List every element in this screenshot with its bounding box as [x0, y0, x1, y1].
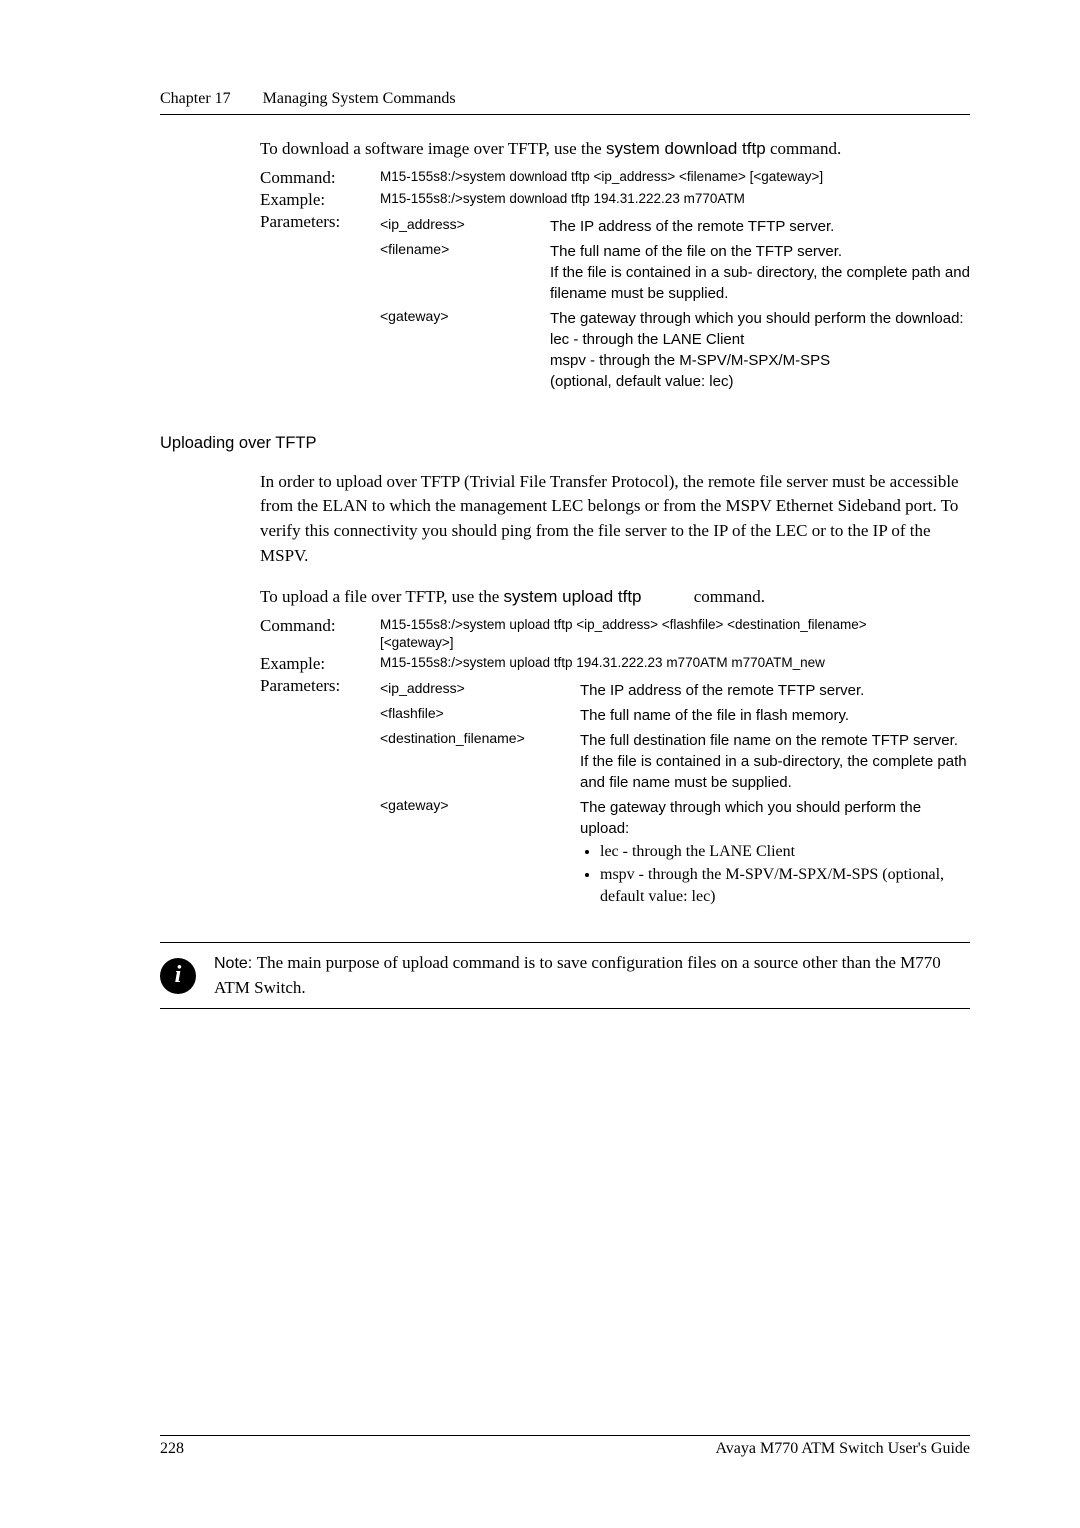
gateway-bullet-1: lec - through the LANE Client [600, 841, 970, 863]
gateway-lead: The gateway through which you should per… [580, 799, 921, 837]
download-cmd-name: system download tftp [606, 139, 766, 158]
note-text: Note: The main purpose of upload command… [214, 951, 970, 999]
upload-example-row: Example: M15-155s8:/>system upload tftp … [260, 654, 970, 674]
param-val: The gateway through which you should per… [580, 797, 970, 908]
param-key: <gateway> [380, 308, 550, 392]
param-row: <ip_address>The IP address of the remote… [380, 216, 970, 237]
parameters-label: Parameters: [260, 676, 380, 696]
note-block: i Note: The main purpose of upload comma… [160, 942, 970, 1008]
download-command-row: Command: M15-155s8:/>system download tft… [260, 168, 970, 188]
param-val: The IP address of the remote TFTP server… [580, 680, 864, 701]
param-row: <gateway>The gateway through which you s… [380, 308, 970, 392]
param-key: <filename> [380, 241, 550, 304]
param-key: <ip_address> [380, 680, 580, 701]
upload-cmd-name: system upload tftp [504, 587, 690, 606]
param-val: The gateway through which you should per… [550, 308, 964, 392]
upload-intro-prefix: To upload a file over TFTP, use the [260, 587, 504, 606]
chapter-title: Managing System Commands [263, 90, 456, 107]
param-val: The IP address of the remote TFTP server… [550, 216, 834, 237]
gateway-bullet-2: mspv - through the M-SPV/M-SPX/M-SPS (op… [600, 864, 970, 909]
page-footer: 228 Avaya M770 ATM Switch User's Guide [160, 1435, 970, 1458]
note-bottom-rule [160, 1008, 970, 1009]
note-label: Note: [214, 955, 257, 972]
upload-intro-suffix: command. [690, 587, 766, 606]
example-label: Example: [260, 190, 380, 210]
param-val: The full name of the file on the TFTP se… [550, 241, 970, 304]
info-icon: i [160, 958, 196, 994]
upload-command-text: M15-155s8:/>system upload tftp <ip_addre… [380, 616, 900, 652]
command-label: Command: [260, 168, 380, 188]
page-number: 228 [160, 1440, 184, 1458]
upload-paragraph: In order to upload over TFTP (Trivial Fi… [260, 470, 970, 569]
download-example-text: M15-155s8:/>system download tftp 194.31.… [380, 190, 745, 210]
upload-intro: To upload a file over TFTP, use the syst… [260, 585, 970, 610]
upload-command-row: Command: M15-155s8:/>system upload tftp … [260, 616, 970, 652]
param-row: <destination_filename>The full destinati… [380, 730, 970, 793]
download-intro-suffix: command. [766, 139, 842, 158]
upload-params-row: Parameters: <ip_address>The IP address o… [260, 676, 970, 908]
param-row: <filename>The full name of the file on t… [380, 241, 970, 304]
command-label: Command: [260, 616, 380, 652]
page-header: Chapter 17 Managing System Commands [160, 90, 970, 115]
footer-right-text: Avaya M770 ATM Switch User's Guide [715, 1440, 970, 1458]
param-val: The full name of the file in flash memor… [580, 705, 849, 726]
chapter-label: Chapter 17 [160, 90, 231, 107]
param-key: <ip_address> [380, 216, 550, 237]
upload-heading: Uploading over TFTP [160, 434, 970, 453]
download-params-row: Parameters: <ip_address>The IP address o… [260, 212, 970, 392]
download-example-row: Example: M15-155s8:/>system download tft… [260, 190, 970, 210]
example-label: Example: [260, 654, 380, 674]
param-row: <flashfile>The full name of the file in … [380, 705, 970, 726]
note-body: The main purpose of upload command is to… [214, 953, 941, 996]
download-intro-prefix: To download a software image over TFTP, … [260, 139, 606, 158]
param-key: <destination_filename> [380, 730, 580, 793]
param-val: The full destination file name on the re… [580, 730, 970, 793]
upload-example-text: M15-155s8:/>system upload tftp 194.31.22… [380, 654, 825, 674]
param-row-gateway: <gateway> The gateway through which you … [380, 797, 970, 908]
download-intro: To download a software image over TFTP, … [260, 137, 970, 162]
parameters-label: Parameters: [260, 212, 380, 232]
param-row: <ip_address>The IP address of the remote… [380, 680, 970, 701]
note-top-rule [160, 942, 970, 943]
download-command-text: M15-155s8:/>system download tftp <ip_add… [380, 168, 823, 188]
param-key: <flashfile> [380, 705, 580, 726]
param-key: <gateway> [380, 797, 580, 908]
